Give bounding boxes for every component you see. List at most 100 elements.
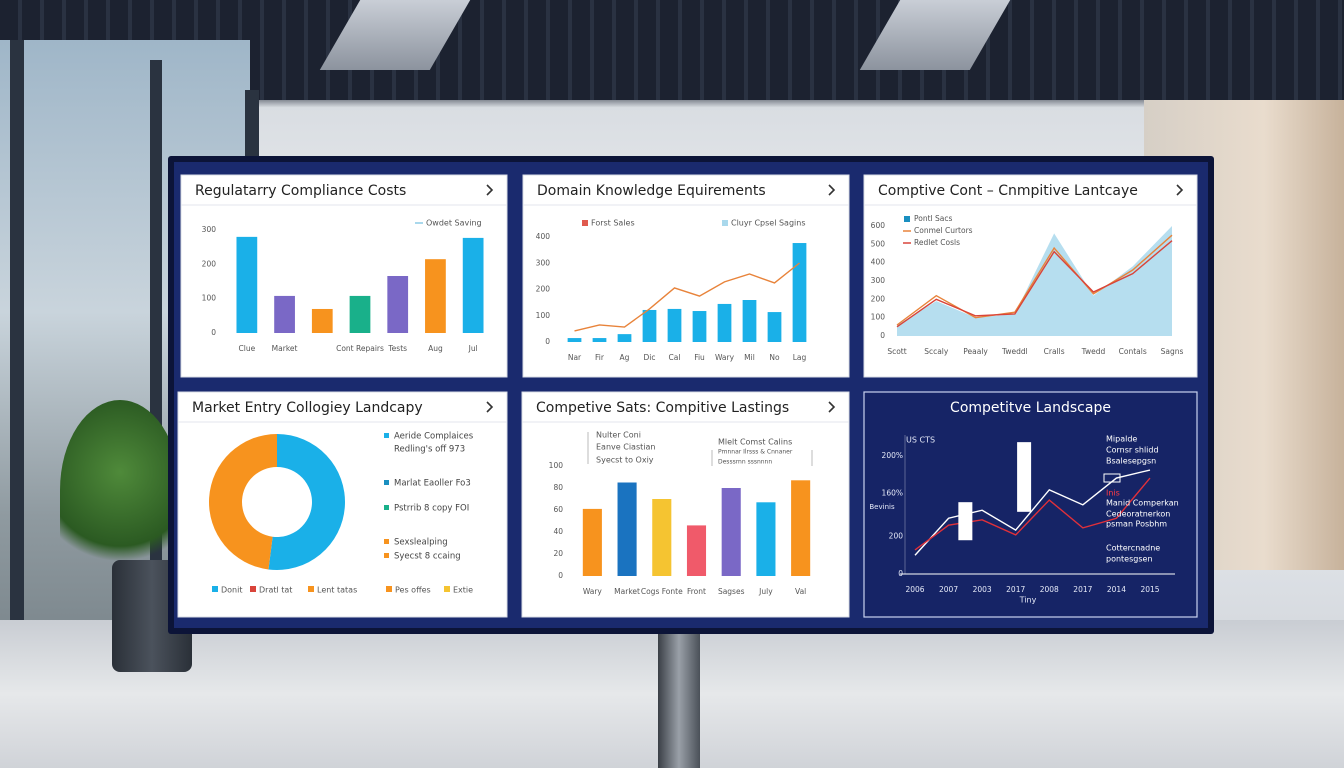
legend-label: Desssrnn sssnnnn <box>718 459 772 466</box>
x-tick-label: Sagses <box>718 587 745 596</box>
note-text: Mipalde <box>1106 435 1137 444</box>
y-tick-label: 200 <box>202 259 217 268</box>
plant <box>60 400 180 580</box>
x-tick-label: Val <box>795 587 806 596</box>
y-tick-label: 200 <box>536 285 551 294</box>
chart-panel: Regulatarry Compliance Costs 0 100 200 300 Cl… <box>180 174 508 378</box>
bar <box>617 334 632 342</box>
pointer-box <box>1103 473 1121 483</box>
y-tick-label: 300 <box>871 276 886 285</box>
y-tick-label: 500 <box>871 239 886 248</box>
note-marker <box>384 505 389 510</box>
chevron-icon <box>486 401 494 413</box>
x-tick-label: Market <box>272 344 298 353</box>
chart-title: Domain Knowledge Equirements <box>537 183 766 199</box>
legend-swatch <box>212 586 218 592</box>
x-axis-label: Tiny <box>1019 596 1037 605</box>
bar <box>756 502 776 576</box>
bar <box>686 525 707 576</box>
chevron-icon <box>1176 184 1184 196</box>
legend-label: Cluyr Cpsel Sagins <box>731 219 805 228</box>
chart-panel: Competive Sats: Compitive Lastings 0 20 40 6… <box>521 391 850 618</box>
note-text: Redling's off 973 <box>394 445 465 455</box>
legend-label: Owdet Saving <box>426 219 482 228</box>
panel-background <box>180 174 508 378</box>
x-tick-label: Sagns <box>1161 347 1184 356</box>
legend-label: Pontl Sacs <box>914 214 952 223</box>
note-text: Pstrrib 8 copy FOI <box>394 504 469 514</box>
chart-panel: Market Entry Collogiey Landcapy Donit Drat… <box>177 391 508 618</box>
x-tick-label: 2014 <box>1107 585 1126 594</box>
bar <box>792 243 807 342</box>
x-tick-label: Twedd <box>1081 347 1106 356</box>
x-tick-label: Sccaly <box>924 347 949 356</box>
x-tick-label: Contals <box>1119 347 1147 356</box>
y-tick-label: 300 <box>536 258 551 267</box>
x-tick-label: 2015 <box>1140 585 1159 594</box>
x-tick-label: Fir <box>595 353 605 362</box>
x-tick-label: Wary <box>715 353 735 362</box>
x-tick-label: No <box>769 353 780 362</box>
x-tick-label: Market <box>614 587 640 596</box>
x-tick-label: Cralls <box>1044 347 1065 356</box>
chart-title: Market Entry Collogiey Landcapy <box>192 400 423 416</box>
bar <box>592 338 607 342</box>
y-tick-label: 0 <box>211 328 216 337</box>
x-tick-label: Dic <box>644 353 656 362</box>
legend-label: Dratl tat <box>259 586 292 595</box>
note-text: psman Posbhm <box>1106 520 1167 529</box>
x-tick-label: Nar <box>568 353 582 362</box>
note-marker <box>384 433 389 438</box>
bar <box>617 482 637 576</box>
chevron-icon <box>828 401 836 413</box>
bar <box>642 309 657 342</box>
x-tick-label: Scott <box>887 347 906 356</box>
window-frame <box>10 40 24 720</box>
note-text: Sexslealping <box>394 538 448 548</box>
chart-panel: Competitve Landscape0200160%200%20062007… <box>863 391 1198 618</box>
note-text: Cedeoratnerkon <box>1106 510 1170 519</box>
x-tick-label: Jul <box>468 344 478 353</box>
range-box <box>958 502 973 541</box>
x-tick-label: Wary <box>583 587 603 596</box>
x-tick-label: 2017 <box>1073 585 1092 594</box>
x-tick-label: Cogs Fonte <box>641 587 683 596</box>
y-tick-label: 0 <box>558 571 563 580</box>
monitor-stand <box>658 630 700 768</box>
bar <box>791 480 811 576</box>
x-tick-label: 2006 <box>905 585 924 594</box>
x-tick-label: Tests <box>387 344 407 353</box>
y-tick-label: 200 <box>871 294 886 303</box>
chart-title: Comptive Cont – Cnmpitive Lantcaye <box>878 183 1138 199</box>
legend-label: Pmnnar Ilrsss & Cnnaner <box>718 449 793 456</box>
y-tick-label: 200 <box>889 531 904 540</box>
x-tick-label: 2007 <box>939 585 958 594</box>
note-marker <box>384 480 389 485</box>
bar <box>767 312 782 342</box>
note-text: Manid Comperkan <box>1106 499 1179 508</box>
y-tick-label: 160% <box>882 489 903 498</box>
x-tick-label: Lag <box>793 353 807 362</box>
legend-swatch <box>722 220 728 226</box>
legend-swatch <box>904 216 910 222</box>
legend-label: Nulter Coni <box>596 431 641 440</box>
bar <box>692 311 707 342</box>
note-text: Syecst 8 ccaing <box>394 552 461 562</box>
chart-panel: Comptive Cont – Cnmpitive Lantcaye 0 100 20… <box>863 174 1198 378</box>
note-marker <box>384 553 389 558</box>
bar <box>274 295 295 333</box>
y-tick-label: 100 <box>202 294 217 303</box>
x-tick-label: Peaaly <box>963 347 988 356</box>
bar <box>582 508 602 576</box>
x-tick-label: Tweddl <box>1001 347 1028 356</box>
x-tick-label: Cont Repairs <box>336 344 384 353</box>
bar <box>425 259 446 333</box>
y-tick-label: 600 <box>871 221 886 230</box>
y-tick-label: 400 <box>536 232 551 241</box>
legend-label: Redlet Cosls <box>914 238 960 247</box>
x-tick-label: 2017 <box>1006 585 1025 594</box>
y-tick-label: 400 <box>871 258 886 267</box>
note-text: Cottercnadne <box>1106 544 1160 553</box>
bar <box>717 303 732 342</box>
